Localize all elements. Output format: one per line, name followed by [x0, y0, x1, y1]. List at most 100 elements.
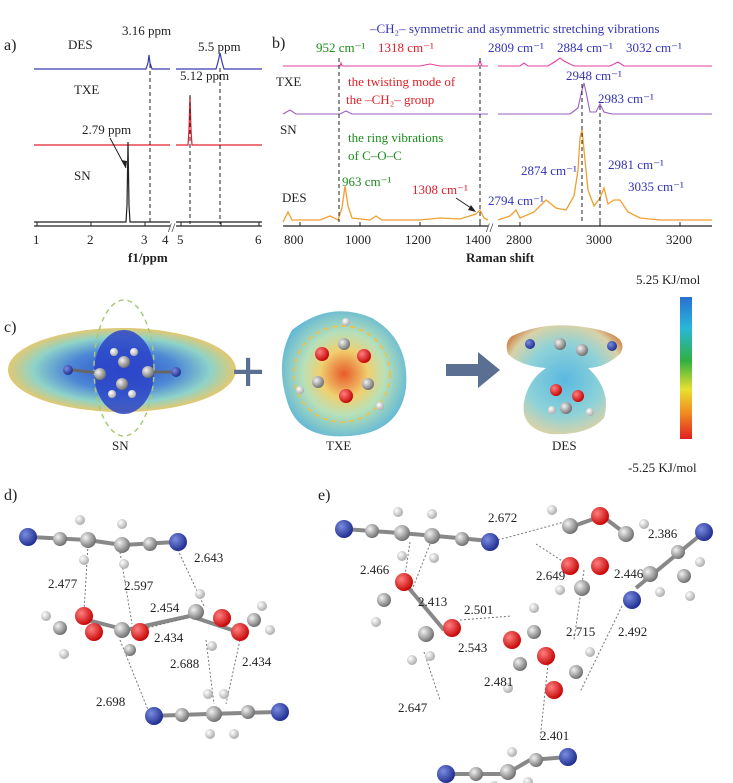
distance-label-e: 2.492 [618, 624, 647, 639]
panel-a-letter: a) [4, 37, 16, 54]
raman-xtick: 2800 [506, 232, 532, 247]
panel-a-nmr: a) DES TXE SN 3.16 ppm 5.5 ppm 5.12 ppm … [4, 23, 262, 265]
raman-annotation-twist-1: the twisting mode of [348, 74, 456, 89]
esp-colorbar [680, 297, 692, 439]
nmr-arrow-2-79-head [121, 160, 127, 168]
nmr-peak-3-16: 3.16 ppm [122, 23, 171, 38]
distance-label-e: 2.647 [398, 700, 428, 715]
raman-label-sn: SN [280, 122, 297, 137]
panel-d-structure: d) [4, 487, 289, 739]
raman-annotation-twist-2: the –CH₂– group [346, 92, 434, 107]
panel-d-letter: d) [4, 487, 17, 504]
raman-peak-3032: 3032 cm⁻¹ [626, 40, 682, 55]
distance-label-d: 2.434 [242, 654, 272, 669]
structure-d-atoms [19, 515, 289, 739]
nmr-sn-spectrum [34, 141, 262, 223]
distance-label-e: 2.413 [418, 594, 447, 609]
raman-xtick: 1400 [465, 232, 491, 247]
raman-peak-2983: 2983 cm⁻¹ [598, 91, 654, 106]
distance-label-d: 2.454 [150, 600, 180, 615]
raman-peak-963: 963 cm⁻¹ [342, 174, 391, 189]
raman-xlabel: Raman shift [466, 250, 535, 265]
esp-des-surface [506, 325, 623, 435]
nmr-xtick: 5 [177, 232, 184, 247]
raman-xtick: 3200 [666, 232, 692, 247]
raman-annotation-stretch: –CH₂– symmetric and asymmetric stretchin… [369, 21, 659, 36]
raman-xtick: 800 [284, 232, 304, 247]
distance-label-d: 2.688 [170, 656, 199, 671]
distance-label-d: 2.477 [48, 576, 78, 591]
nmr-xtick: 2 [87, 232, 94, 247]
raman-peak-952: 952 cm⁻¹ [316, 40, 365, 55]
raman-xtick: 1000 [345, 232, 371, 247]
distance-label-e: 2.446 [614, 566, 644, 581]
distance-label-e: 2.481 [484, 674, 513, 689]
raman-ticks [299, 222, 681, 226]
raman-peak-2948: 2948 cm⁻¹ [566, 68, 622, 83]
raman-txe-spectrum [283, 57, 712, 67]
panel-c-esp: c) SN + [4, 272, 701, 475]
esp-label-sn: SN [112, 438, 129, 453]
panel-e-letter: e) [318, 487, 330, 504]
distance-label-e: 2.386 [648, 526, 678, 541]
nmr-label-txe: TXE [74, 82, 99, 97]
raman-label-des: DES [282, 190, 307, 205]
distance-label-e: 2.649 [536, 568, 565, 583]
distance-label-e: 2.543 [458, 640, 487, 655]
raman-xtick: 1200 [405, 232, 431, 247]
esp-txe-surface [281, 311, 407, 437]
raman-sn-spectrum [282, 82, 712, 115]
nmr-peak-5-12: 5.12 ppm [180, 68, 229, 83]
raman-peak-2884: 2884 cm⁻¹ [557, 40, 613, 55]
raman-peak-1318: 1318 cm⁻¹ [378, 40, 434, 55]
raman-peak-2981: 2981 cm⁻¹ [608, 157, 664, 172]
nmr-xtick: 1 [33, 232, 40, 247]
distance-label-d: 2.643 [194, 550, 223, 565]
distance-label-d: 2.698 [96, 694, 125, 709]
nmr-xtick: 6 [255, 232, 262, 247]
nmr-des-spectrum [34, 52, 262, 70]
raman-des-spectrum [282, 129, 712, 223]
esp-label-txe: TXE [326, 438, 351, 453]
raman-label-txe: TXE [276, 74, 301, 89]
nmr-label-sn: SN [74, 168, 91, 183]
esp-scale-max: 5.25 KJ/mol [636, 272, 701, 287]
distance-label-d: 2.597 [124, 578, 154, 593]
nmr-xlabel: f1/ppm [128, 250, 168, 265]
raman-peak-2874: 2874 cm⁻¹ [521, 163, 577, 178]
distance-label-e: 2.401 [540, 728, 569, 743]
raman-annotation-ring-2: of C–O–C [348, 148, 402, 163]
raman-xtick: 3000 [586, 232, 612, 247]
nmr-xtick: 4 [162, 232, 169, 247]
raman-peak-1308: 1308 cm⁻¹ [412, 182, 468, 197]
panel-c-letter: c) [4, 319, 16, 336]
distance-label-e: 2.466 [360, 562, 390, 577]
raman-peak-2794: 2794 cm⁻¹ [488, 193, 544, 208]
structure-e-atoms [335, 505, 713, 783]
panel-b-raman: b) –CH₂– symmetric and asymmetric stretc… [272, 21, 712, 265]
nmr-ticks [36, 222, 260, 226]
nmr-axis-break: // [168, 220, 176, 235]
nmr-peak-5-5: 5.5 ppm [198, 39, 241, 54]
distance-label-e: 2.672 [488, 510, 517, 525]
raman-axis-break: // [486, 220, 494, 235]
esp-scale-min: -5.25 KJ/mol [628, 460, 697, 475]
raman-peak-3035: 3035 cm⁻¹ [628, 179, 684, 194]
panel-e-structure: e) [318, 487, 713, 783]
esp-label-des: DES [552, 438, 577, 453]
reaction-arrow [446, 352, 500, 388]
raman-arrow-1308-head [468, 205, 476, 212]
esp-sn-surface [8, 299, 236, 437]
plus-sign: + [231, 339, 265, 405]
distance-label-e: 2.715 [566, 624, 595, 639]
distance-label-d: 2.434 [154, 630, 184, 645]
distance-label-e: 2.501 [464, 602, 493, 617]
raman-peak-2809: 2809 cm⁻¹ [488, 40, 544, 55]
nmr-xtick: 3 [141, 232, 148, 247]
nmr-label-des: DES [68, 37, 93, 52]
structure-d-hbonds [83, 544, 241, 711]
nmr-peak-2-79: 2.79 ppm [82, 122, 131, 137]
raman-annotation-ring-1: the ring vibrations [348, 130, 443, 145]
nmr-txe-spectrum [34, 95, 262, 146]
